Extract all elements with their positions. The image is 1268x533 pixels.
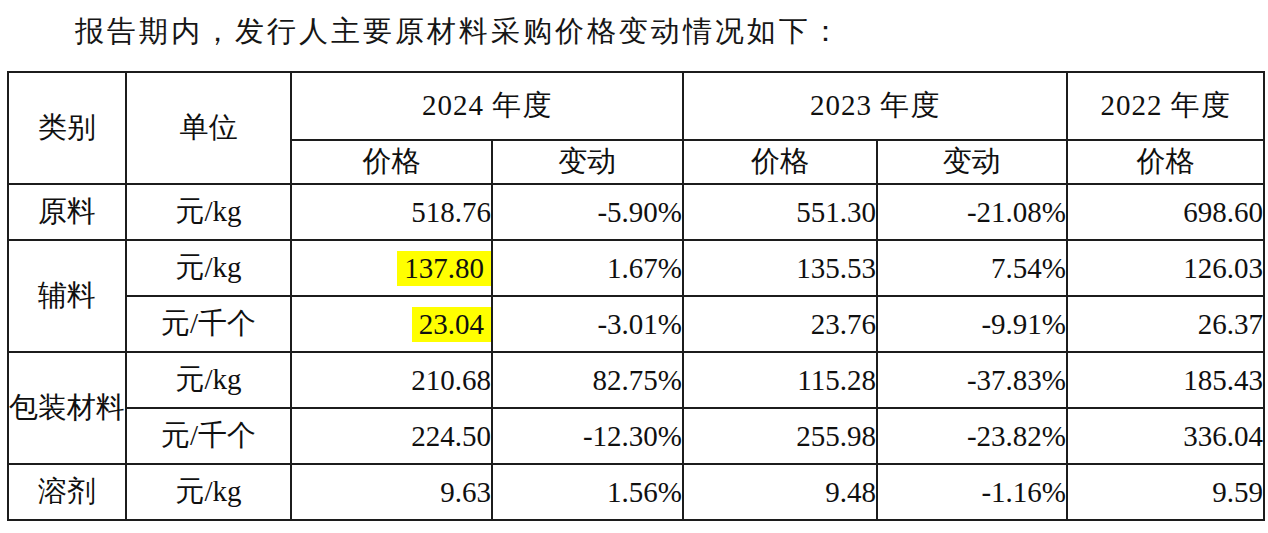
unit-cell: 元/kg xyxy=(126,240,291,296)
price-2022-cell: 9.59 xyxy=(1067,464,1264,520)
document-page: 报告期内，发行人主要原材料采购价格变动情况如下： 类别 单位 2024 年度 2… xyxy=(0,0,1268,533)
header-unit: 单位 xyxy=(126,72,291,184)
table-row: 元/千个 23.04 -3.01% 23.76 -9.91% 26.37 xyxy=(8,296,1264,352)
table-row: 原料 元/kg 518.76 -5.90% 551.30 -21.08% 698… xyxy=(8,184,1264,240)
change-2023-cell: -1.16% xyxy=(877,464,1067,520)
unit-cell: 元/千个 xyxy=(126,296,291,352)
header-category: 类别 xyxy=(8,72,126,184)
price-2024-cell: 23.04 xyxy=(291,296,492,352)
table-row: 溶剂 元/kg 9.63 1.56% 9.48 -1.16% 9.59 xyxy=(8,464,1264,520)
change-2024-cell: -3.01% xyxy=(492,296,683,352)
price-2022-cell: 336.04 xyxy=(1067,408,1264,464)
highlighted-price: 137.80 xyxy=(397,251,491,286)
header-change-2024: 变动 xyxy=(492,140,683,184)
table-row: 包装材料 元/kg 210.68 82.75% 115.28 -37.83% 1… xyxy=(8,352,1264,408)
price-2024-cell: 224.50 xyxy=(291,408,492,464)
material-price-table: 类别 单位 2024 年度 2023 年度 2022 年度 价格 变动 价格 变… xyxy=(7,71,1265,521)
price-2024-cell: 518.76 xyxy=(291,184,492,240)
price-2022-cell: 185.43 xyxy=(1067,352,1264,408)
unit-cell: 元/kg xyxy=(126,184,291,240)
change-2024-cell: -5.90% xyxy=(492,184,683,240)
category-cell: 原料 xyxy=(8,184,126,240)
change-2024-cell: 82.75% xyxy=(492,352,683,408)
unit-cell: 元/kg xyxy=(126,464,291,520)
price-2023-cell: 9.48 xyxy=(683,464,877,520)
table-row: 元/千个 224.50 -12.30% 255.98 -23.82% 336.0… xyxy=(8,408,1264,464)
header-row-years: 类别 单位 2024 年度 2023 年度 2022 年度 xyxy=(8,72,1264,140)
price-2022-cell: 698.60 xyxy=(1067,184,1264,240)
change-2023-cell: -9.91% xyxy=(877,296,1067,352)
change-2023-cell: -37.83% xyxy=(877,352,1067,408)
change-2023-cell: -21.08% xyxy=(877,184,1067,240)
price-2023-cell: 255.98 xyxy=(683,408,877,464)
price-2023-cell: 551.30 xyxy=(683,184,877,240)
change-2024-cell: 1.56% xyxy=(492,464,683,520)
header-year-2024: 2024 年度 xyxy=(291,72,683,140)
price-2022-cell: 26.37 xyxy=(1067,296,1264,352)
price-2024-cell: 210.68 xyxy=(291,352,492,408)
header-price-2024: 价格 xyxy=(291,140,492,184)
change-2024-cell: 1.67% xyxy=(492,240,683,296)
header-change-2023: 变动 xyxy=(877,140,1067,184)
price-2022-cell: 126.03 xyxy=(1067,240,1264,296)
change-2023-cell: -23.82% xyxy=(877,408,1067,464)
price-2023-cell: 135.53 xyxy=(683,240,877,296)
header-price-2022: 价格 xyxy=(1067,140,1264,184)
category-cell: 包装材料 xyxy=(8,352,126,464)
category-cell: 辅料 xyxy=(8,240,126,352)
header-year-2022: 2022 年度 xyxy=(1067,72,1264,140)
header-price-2023: 价格 xyxy=(683,140,877,184)
change-2023-cell: 7.54% xyxy=(877,240,1067,296)
price-2024-cell: 9.63 xyxy=(291,464,492,520)
change-2024-cell: -12.30% xyxy=(492,408,683,464)
highlighted-price: 23.04 xyxy=(412,307,491,342)
table-row: 辅料 元/kg 137.80 1.67% 135.53 7.54% 126.03 xyxy=(8,240,1264,296)
price-2024-cell: 137.80 xyxy=(291,240,492,296)
unit-cell: 元/千个 xyxy=(126,408,291,464)
header-year-2023: 2023 年度 xyxy=(683,72,1067,140)
price-2023-cell: 115.28 xyxy=(683,352,877,408)
intro-paragraph: 报告期内，发行人主要原材料采购价格变动情况如下： xyxy=(75,12,843,52)
unit-cell: 元/kg xyxy=(126,352,291,408)
category-cell: 溶剂 xyxy=(8,464,126,520)
price-2023-cell: 23.76 xyxy=(683,296,877,352)
